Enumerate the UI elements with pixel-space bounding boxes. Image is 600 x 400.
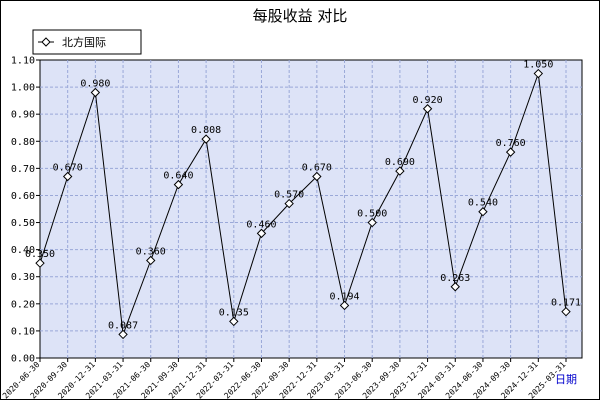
data-label: 0.171 bbox=[551, 298, 581, 309]
x-axis: 2020-06-302020-09-302020-12-312021-03-31… bbox=[1, 358, 568, 400]
legend-entry-label: 北方国际 bbox=[62, 35, 106, 49]
data-point-marker bbox=[90, 87, 101, 98]
data-point-marker bbox=[256, 228, 267, 239]
data-point-marker bbox=[284, 198, 294, 209]
series-layer bbox=[35, 68, 571, 340]
y-axis: 0.00 0.10 0.20 0.30 0.40 0.50 0.60 0.70 0.80 0.90… bbox=[11, 56, 40, 365]
data-label: 0.980 bbox=[80, 79, 110, 90]
data-point-marker bbox=[561, 306, 571, 317]
data-label: 0.263 bbox=[440, 273, 470, 284]
data-point-marker bbox=[173, 179, 184, 190]
data-point-marker bbox=[367, 217, 377, 228]
y-tick-label: 0.90 bbox=[11, 110, 35, 121]
y-tick-label: 0.20 bbox=[11, 299, 35, 310]
y-tick-label: 0.50 bbox=[11, 218, 35, 229]
y-tick-label: 0.70 bbox=[11, 164, 35, 175]
data-point-marker bbox=[450, 282, 460, 292]
data-label: 0.087 bbox=[108, 320, 138, 331]
data-label: 0.350 bbox=[25, 249, 55, 260]
data-label: 0.360 bbox=[136, 246, 166, 257]
y-tick-label: 1.10 bbox=[11, 56, 35, 67]
plot-area bbox=[39, 59, 583, 359]
legend: 北方国际 bbox=[32, 29, 142, 55]
data-label: 0.808 bbox=[191, 125, 221, 136]
y-tick-label: 0.80 bbox=[11, 137, 35, 148]
data-point-marker bbox=[146, 255, 156, 266]
data-label: 1.050 bbox=[523, 60, 553, 71]
data-point-marker bbox=[35, 258, 45, 268]
chart-title: 每股收益 对比 bbox=[253, 7, 348, 25]
data-label: 0.760 bbox=[496, 138, 526, 149]
legend-diamond-icon bbox=[41, 37, 51, 47]
data-label: 0.690 bbox=[385, 157, 415, 168]
y-tick-label: 0.30 bbox=[11, 272, 35, 283]
data-label: 0.194 bbox=[329, 291, 359, 302]
data-point-marker bbox=[505, 147, 516, 157]
x-axis-label: 日期 bbox=[555, 373, 577, 386]
data-label: 0.500 bbox=[357, 209, 387, 220]
data-point-marker bbox=[422, 104, 433, 114]
data-point-marker bbox=[339, 300, 350, 311]
data-point-marker bbox=[201, 134, 211, 144]
data-label: 0.640 bbox=[163, 171, 193, 182]
data-label: 0.135 bbox=[219, 307, 249, 318]
data-label: 0.460 bbox=[246, 219, 276, 230]
data-label: 0.920 bbox=[413, 95, 443, 106]
data-label: 0.540 bbox=[468, 198, 498, 209]
data-label: 0.570 bbox=[274, 190, 304, 201]
data-point-marker bbox=[533, 68, 544, 79]
y-tick-label: 0.00 bbox=[11, 354, 35, 365]
data-point-marker bbox=[478, 207, 488, 217]
data-label: 0.670 bbox=[302, 162, 332, 173]
series-line bbox=[39, 73, 567, 335]
y-tick-label: 1.00 bbox=[11, 83, 35, 94]
data-labels: 0.350 0.670 0.980 0.087 0.360 0.640 0.808 0.135… bbox=[25, 60, 581, 332]
data-point-marker bbox=[118, 329, 128, 340]
data-point-marker bbox=[62, 171, 73, 182]
grid-lines bbox=[40, 60, 582, 358]
y-tick-label: 0.40 bbox=[11, 245, 35, 256]
data-label: 0.670 bbox=[53, 162, 83, 173]
y-tick-label: 0.60 bbox=[11, 191, 35, 202]
data-point-marker bbox=[395, 166, 405, 176]
data-point-marker bbox=[229, 316, 239, 327]
y-tick-label: 0.10 bbox=[11, 326, 35, 337]
data-point-marker bbox=[312, 171, 322, 182]
